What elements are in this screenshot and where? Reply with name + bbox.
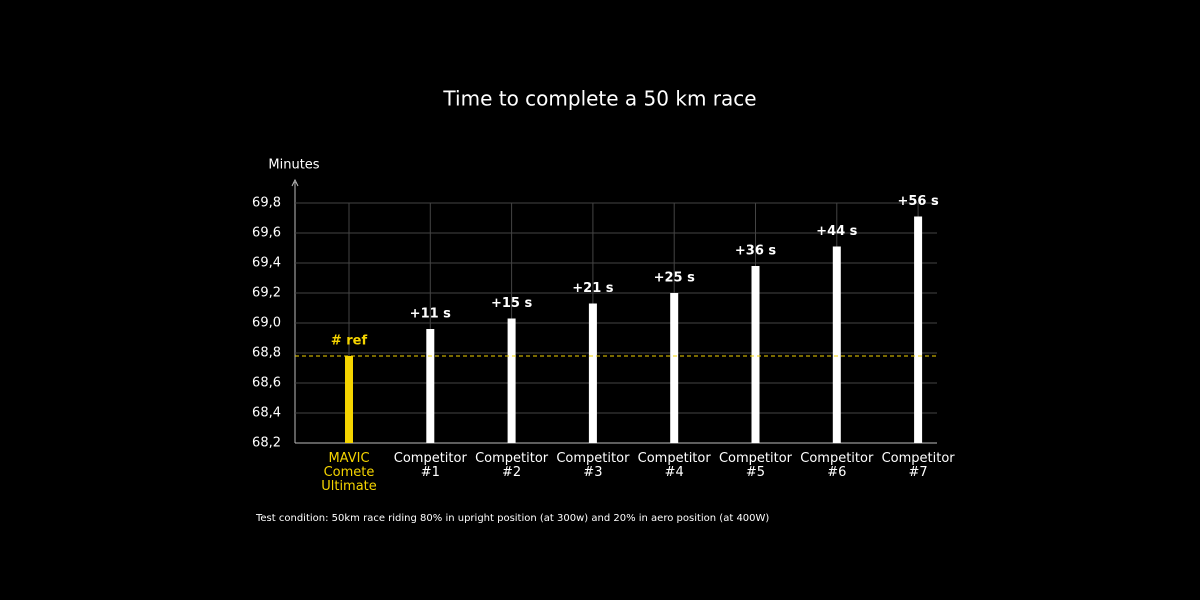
x-tick-label: Competitor #6 <box>800 451 874 480</box>
y-tick-label: 69,6 <box>252 226 281 241</box>
x-tick-label: Competitor #2 <box>475 451 549 480</box>
value-label: +25 s <box>654 271 696 286</box>
y-tick-label: 69,8 <box>252 196 281 211</box>
bar <box>751 266 760 443</box>
y-tick-label: 68,6 <box>252 376 281 391</box>
x-tick-label: Competitor #7 <box>881 451 955 480</box>
y-tick-label: 69,4 <box>252 256 281 271</box>
chart-title: Time to complete a 50 km race <box>442 87 756 111</box>
x-tick-label: Competitor #3 <box>556 451 630 480</box>
bar <box>914 216 923 443</box>
footnote: Test condition: 50km race riding 80% in … <box>255 513 769 524</box>
axis-arrow <box>291 178 299 187</box>
y-tick-label: 68,8 <box>252 346 281 361</box>
value-label: +44 s <box>816 224 858 239</box>
value-label: +36 s <box>735 244 777 259</box>
bar <box>670 293 679 443</box>
bar <box>507 318 516 443</box>
y-tick-label: 68,4 <box>252 406 281 421</box>
bar <box>832 246 841 443</box>
y-tick-label: 68,2 <box>252 436 281 451</box>
value-label: +56 s <box>897 194 939 209</box>
y-tick-label: 69,2 <box>252 286 281 301</box>
x-tick-label: Competitor #5 <box>718 451 793 480</box>
y-tick-label: 69,0 <box>252 316 281 331</box>
value-label: # ref <box>331 334 368 349</box>
x-tick-label: MAVIC Comete Ultimate <box>321 451 377 494</box>
value-label: +11 s <box>410 307 452 322</box>
bar <box>588 303 597 443</box>
value-label: +21 s <box>572 281 614 296</box>
x-tick-label: Competitor #4 <box>637 451 711 480</box>
bar <box>345 356 353 443</box>
value-label: +15 s <box>491 296 533 311</box>
y-axis-label: Minutes <box>268 158 319 173</box>
x-tick-label: Competitor #1 <box>393 451 467 480</box>
bar <box>426 329 435 443</box>
